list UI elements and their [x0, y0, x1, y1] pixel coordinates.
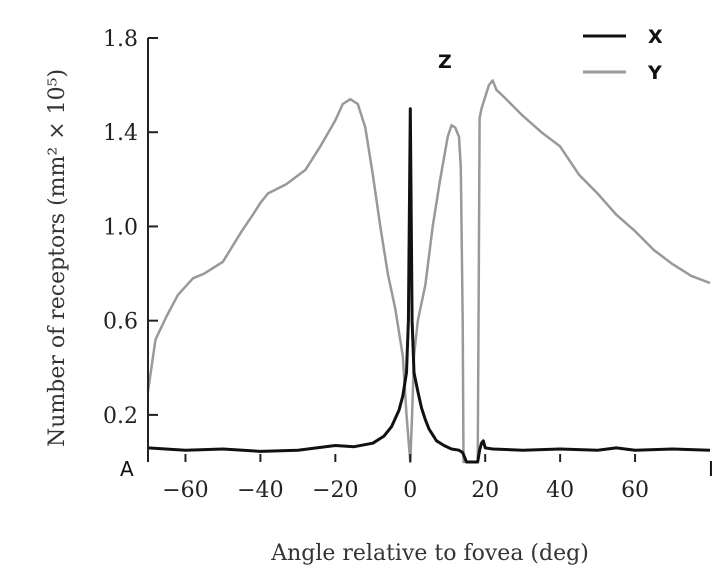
- left-end-marker: A: [120, 457, 134, 481]
- x-tick-label: 0: [403, 478, 417, 503]
- plot-lines: [146, 79, 711, 464]
- x-tick-label: −60: [162, 478, 208, 503]
- series-line-y: [146, 79, 711, 464]
- x-tick-label: −20: [312, 478, 358, 503]
- y-tick-label: 1.8: [103, 27, 138, 52]
- x-tick-label: 40: [546, 478, 574, 503]
- legend-label-x: X: [648, 26, 663, 48]
- x-tick-label: 60: [621, 478, 649, 503]
- series-line-x: [147, 107, 711, 464]
- legend-label-y: Y: [647, 62, 662, 84]
- z-label: Z: [438, 51, 452, 73]
- y-tick-label: 1.0: [103, 215, 138, 240]
- x-tick-label: −40: [237, 478, 283, 503]
- right-end-marker: I: [708, 457, 714, 481]
- y-tick-label: 1.4: [103, 121, 138, 146]
- x-axis-title: Angle relative to fovea (deg): [270, 541, 589, 566]
- y-tick-label: 0.6: [103, 310, 138, 335]
- y-axis-title: Number of receptors (mm² × 10⁵): [45, 69, 70, 447]
- y-tick-label: 0.2: [103, 404, 138, 429]
- legend: X Y: [583, 26, 663, 84]
- x-tick-label: 20: [471, 478, 499, 503]
- ticks: 0.2 0.6 1.0 1.4 1.8 −60 −40 −20 0 20 40 60: [103, 27, 649, 503]
